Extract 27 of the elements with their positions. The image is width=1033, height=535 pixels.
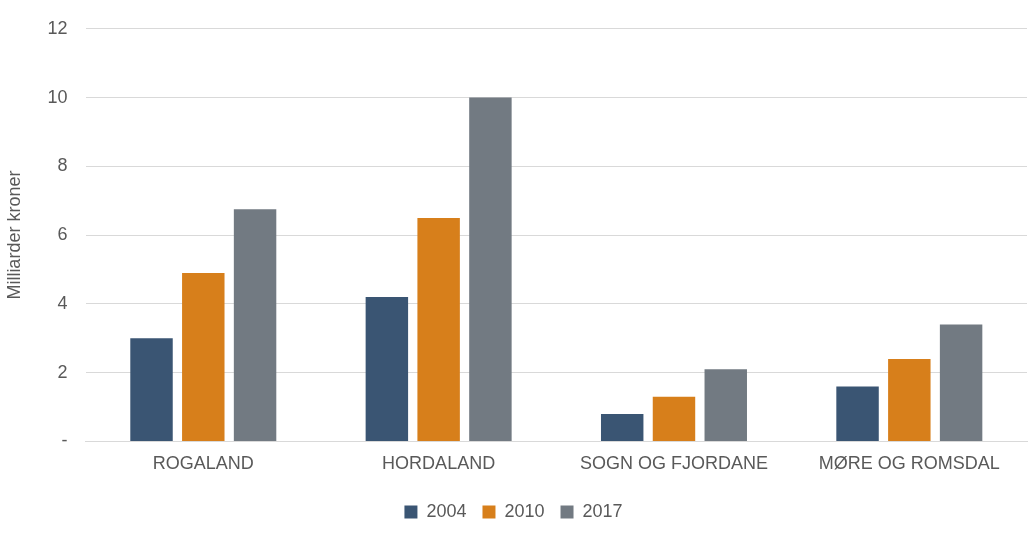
- bar: [888, 358, 931, 441]
- x-tick-label: ROGALAND: [152, 453, 254, 474]
- y-tick-label: 6: [57, 224, 68, 245]
- legend-label: 2004: [426, 500, 467, 521]
- bar: [417, 217, 460, 441]
- legend-label: 2010: [504, 500, 545, 521]
- bar: [939, 324, 983, 441]
- bar: [704, 369, 747, 441]
- y-tick-label: 8: [57, 155, 68, 176]
- y-tick-label: 10: [47, 86, 68, 107]
- bar: [652, 396, 696, 441]
- y-tick-label: 12: [47, 17, 68, 38]
- y-tick-label: 4: [57, 292, 68, 313]
- x-tick-label: MØRE OG ROMSDAL: [818, 453, 1000, 474]
- bar: [600, 413, 644, 441]
- x-tick-label: SOGN OG FJORDANE: [579, 453, 768, 474]
- y-axis-title: Milliarder kroner: [3, 170, 24, 300]
- bar: [182, 272, 225, 441]
- bar: [365, 296, 409, 441]
- bar: [469, 97, 512, 441]
- bar: [130, 338, 173, 441]
- x-tick-label: HORDALAND: [382, 453, 496, 474]
- legend-label: 2017: [582, 500, 623, 521]
- bar: [836, 386, 879, 441]
- y-tick-label: 2: [57, 361, 68, 382]
- y-tick-label: -: [61, 430, 68, 451]
- bar: [233, 209, 277, 441]
